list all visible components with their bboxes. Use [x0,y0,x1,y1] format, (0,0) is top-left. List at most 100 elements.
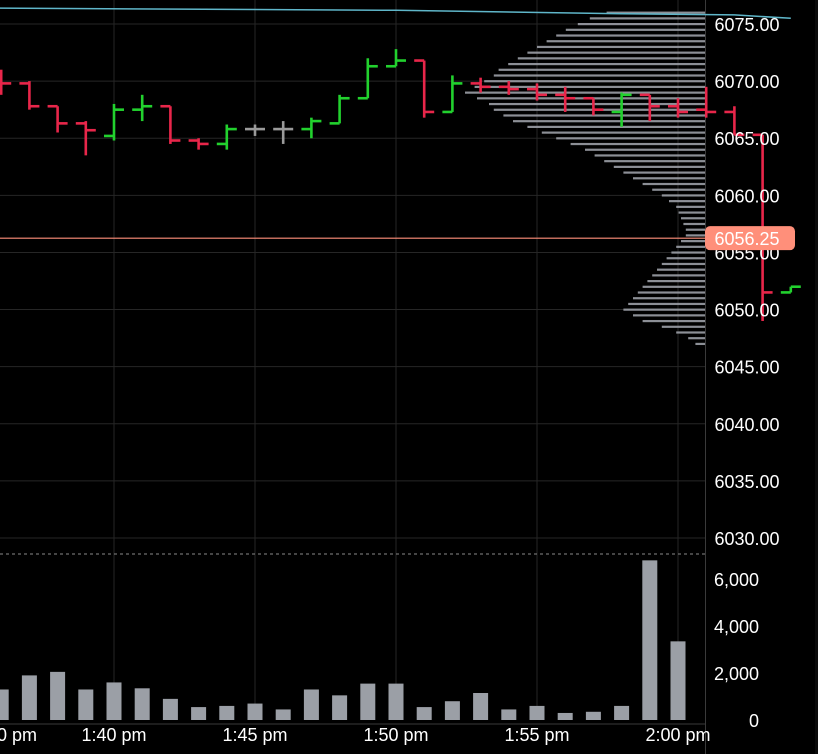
ohlc-bar[interactable] [75,121,96,156]
volume-bar[interactable] [670,641,686,720]
time-tick-label: 2:00 pm [645,725,710,745]
volume-bar[interactable] [473,693,489,720]
volume-bar[interactable] [614,705,630,720]
ohlc-bar[interactable] [724,106,745,137]
volume-bar[interactable] [557,712,573,720]
ohlc-bar[interactable] [329,94,350,125]
profile-bar [669,200,705,203]
window-edge [815,0,818,754]
ohlc-bar[interactable] [611,92,632,127]
price-bars[interactable] [0,49,801,321]
profile-bar [633,297,705,300]
time-tick-label-partial: 1:40 pm [0,725,37,745]
profile-bar [642,285,705,288]
profile-bar [546,40,705,43]
profile-bar [633,177,705,180]
volume-bar[interactable] [360,683,376,720]
ohlc-bar[interactable] [583,96,604,116]
volume-bar[interactable] [529,705,545,720]
profile-bar [465,91,705,94]
profile-bar [683,222,705,226]
profile-bar [642,182,705,186]
profile-bar [657,268,705,271]
price-tick-label: 6035.00 [714,472,779,492]
volume-bar[interactable] [191,707,207,720]
volume-tick-label: 6,000 [714,570,759,590]
last-price-badge[interactable]: 6056.25 [705,226,795,251]
volume-bar[interactable] [388,683,404,720]
profile-bar [676,205,705,208]
ohlc-bar[interactable] [160,104,181,144]
profile-bar [681,217,705,220]
ohlc-bar[interactable] [780,285,801,294]
profile-bar [661,262,705,266]
ohlc-bar[interactable] [104,103,124,141]
last-price-label: 6056.25 [714,229,779,249]
profile-bar [647,280,705,283]
profile-bar [489,102,705,106]
ohlc-bar[interactable] [301,117,322,139]
profile-bar [633,314,705,317]
profile-bar [661,325,705,328]
ohlc-bar[interactable] [273,121,294,144]
profile-bar [681,240,705,243]
volume-bar[interactable] [78,689,94,720]
profile-bar [513,120,705,123]
profile-bar [484,80,705,83]
ohlc-bar[interactable] [639,93,660,122]
volume-bar[interactable] [501,709,517,720]
volume-tick-label: 2,000 [714,664,759,684]
profile-bar [570,142,705,146]
ohlc-bar[interactable] [527,83,547,101]
ohlc-bar[interactable] [414,59,435,118]
ohlc-bar[interactable] [386,49,406,68]
profile-bar [628,302,705,306]
volume-bar[interactable] [219,705,235,720]
profile-bar [685,228,705,231]
volume-bar[interactable] [416,707,432,720]
volume-tick-label: 4,000 [714,617,759,637]
volume-axis[interactable]: 6,000 4,000 2,000 0 [714,570,759,731]
ohlc-bar[interactable] [668,98,688,118]
volume-bars[interactable] [0,560,686,720]
volume-bar[interactable] [134,688,150,720]
profile-bar [676,245,705,248]
moving-average [0,7,791,20]
ohlc-bar[interactable] [696,86,717,118]
profile-bar [565,28,705,31]
volume-bar[interactable] [106,682,122,720]
volume-bar[interactable] [303,689,319,720]
volume-bar[interactable] [50,671,66,720]
ohlc-bar[interactable] [498,81,519,95]
volume-bar[interactable] [247,703,263,720]
profile-bar [661,194,705,197]
price-axis[interactable]: 6075.006070.006065.006060.006055.006050.… [705,15,795,549]
ohlc-bar[interactable] [216,124,237,150]
volume-bar[interactable] [275,709,291,720]
volume-bar[interactable] [642,560,658,720]
ohlc-bar[interactable] [0,69,12,95]
volume-bar[interactable] [332,695,348,720]
ohlc-bar[interactable] [442,75,463,114]
price-tick-label: 6075.00 [714,15,779,35]
ohlc-bar[interactable] [188,138,209,150]
volume-bar[interactable] [162,698,178,720]
ohlc-bar[interactable] [555,86,576,112]
profile-bar [676,331,705,334]
time-axis[interactable]: 1:40 pm 1:45 pm 1:50 pm 1:55 pm 2:00 pm 1:40 … [0,725,711,745]
profile-bar [671,251,705,254]
volume-bar[interactable] [444,701,460,720]
ohlc-bar[interactable] [470,77,491,93]
time-tick-label: 1:45 pm [222,725,287,745]
ohlc-bar[interactable] [19,81,40,110]
ohlc-bar[interactable] [245,124,265,136]
ohlc-bar[interactable] [357,58,378,100]
volume-bar[interactable] [0,689,9,720]
price-tick-label: 6040.00 [714,415,779,435]
ohlc-bar[interactable] [47,104,68,133]
volume-bar[interactable] [585,711,601,720]
volume-bar[interactable] [21,675,37,720]
profile-bar [613,165,705,168]
ohlc-bar[interactable] [132,94,153,122]
